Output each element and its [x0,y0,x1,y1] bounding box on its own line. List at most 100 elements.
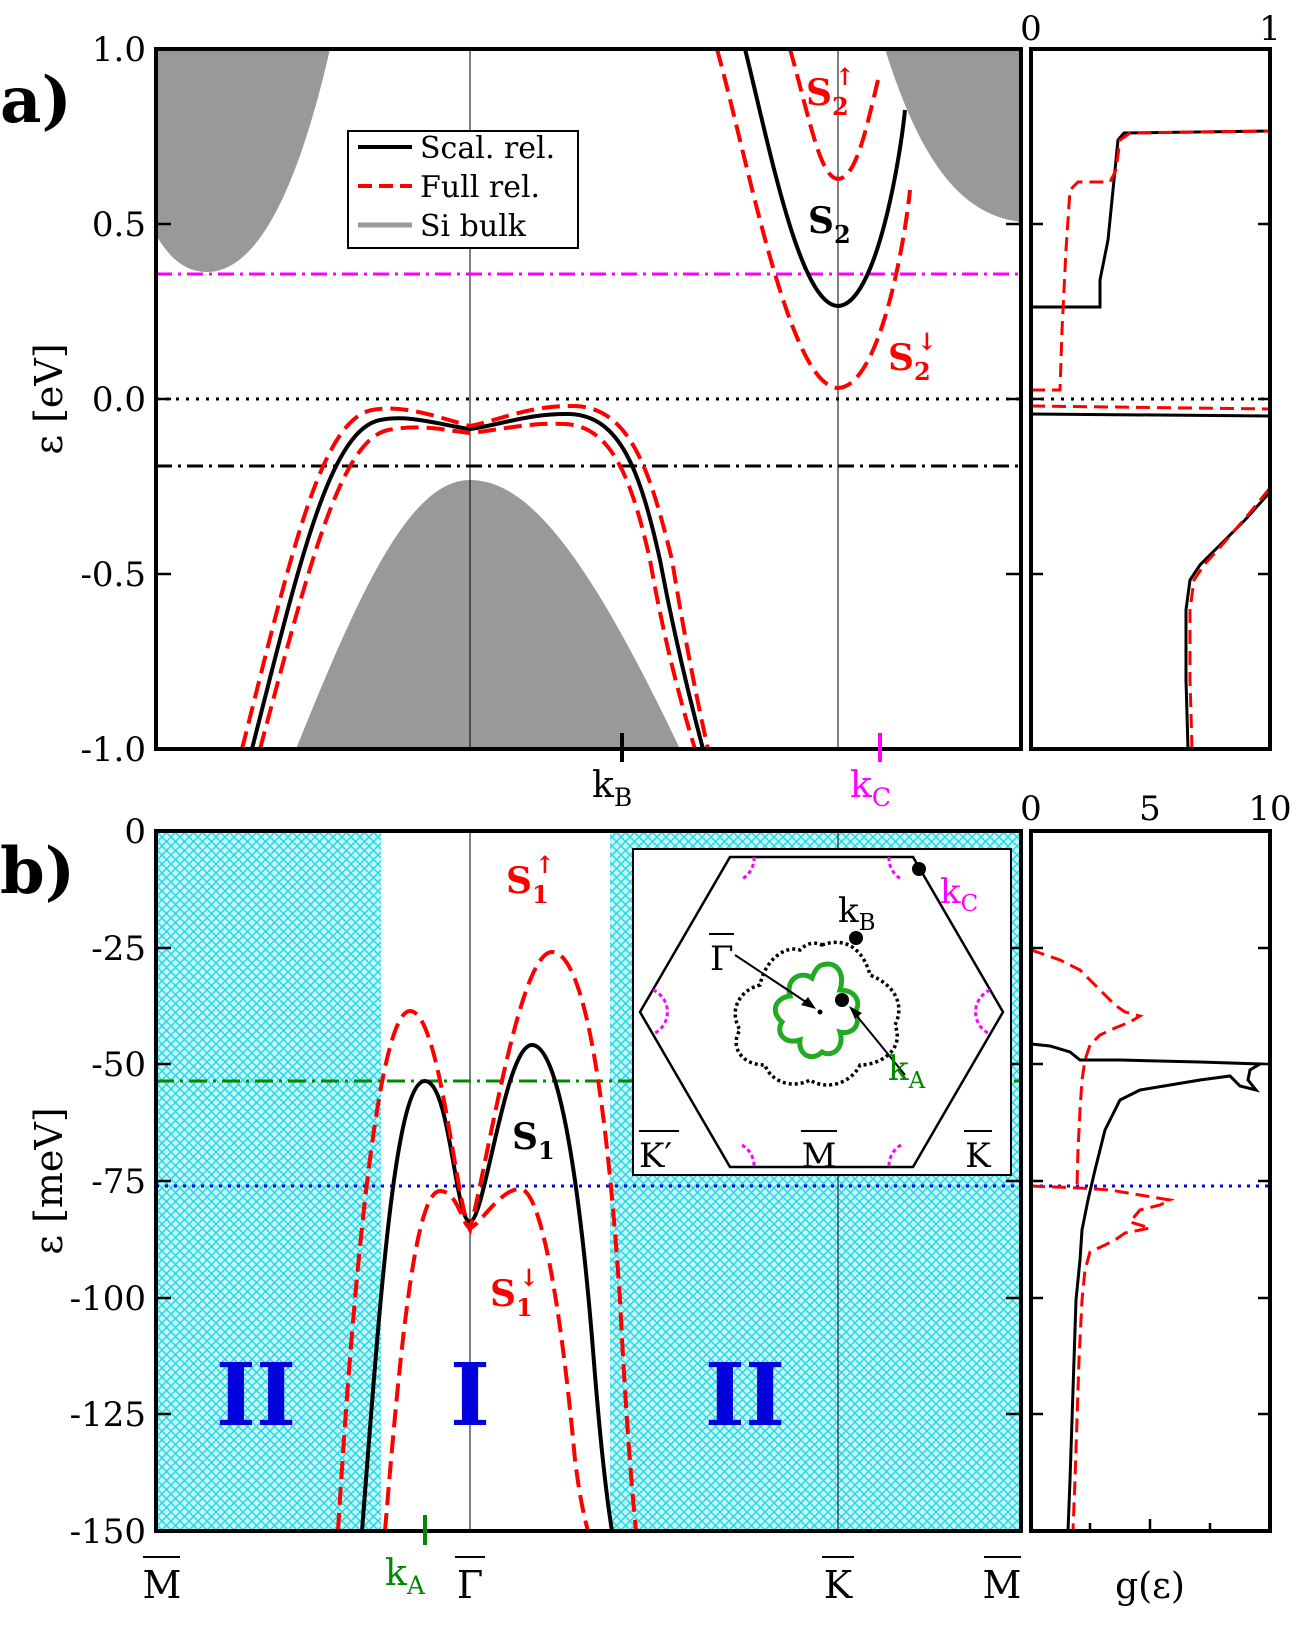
inset-label-ka: kA [888,1049,926,1094]
dos-a-xtick-1: 1 [1259,9,1281,49]
legend: Scal. rel. Full rel. Si bulk [347,130,579,249]
b-xtick-m-left: M [143,1556,182,1607]
kc-point [912,862,926,876]
dos-b-full-upper [1031,948,1144,1187]
region-ii-right: II [705,1345,785,1446]
b-ytick-5: -125 [70,1395,146,1435]
dos-b-xtick-1: 5 [1139,789,1161,829]
ka-label: kA [385,1553,426,1600]
bz-hexagon [638,855,1005,1169]
dos-b-xtick-2: 10 [1248,789,1291,829]
ka-point [835,993,849,1007]
ka-arrow [851,1009,906,1076]
si-bulk-valence [296,480,680,749]
a-ytick-2: 0.0 [92,380,146,420]
band-s1-scalar-a [250,411,705,749]
band-s1-full-down [383,1186,590,1531]
b-ylabel: ε [meV] [27,1107,71,1254]
si-bulk-conduction-right [885,49,1021,222]
band-s1-full-up-a [240,403,710,749]
label-s1-down: S1↓ [490,1263,539,1322]
dos-a-full-conduction [1031,129,1270,392]
si-bulk-conduction-left [156,49,330,272]
band-s1-full-down-a [258,421,697,749]
b-ytick-4: -100 [70,1279,146,1319]
inset-label-kc: kC [940,872,978,917]
inset-label-k: K [964,1130,992,1176]
dos-a-scalar-valence [1184,491,1270,749]
b-xtick-k: K [822,1556,854,1607]
dos-a-ticks [1031,222,1270,576]
panel-dos-b: 0 5 10 g(ε) [1020,789,1291,1607]
dos-b-xlabel: g(ε) [1115,1566,1185,1607]
a-ytick-3: -0.5 [80,555,146,595]
kb-point [849,931,863,945]
svg-text:Γ: Γ [457,1563,483,1607]
label-s2-up: S2↑ [806,62,855,121]
label-s2-down: S2↓ [888,327,937,386]
svg-text:Γ: Γ [710,939,734,979]
panel-dos-b-frame [1029,829,1272,1533]
b-ytick-1: -25 [91,929,146,969]
gamma-point [817,1009,823,1015]
legend-entry-scalar: Scal. rel. [420,131,555,166]
b-xtick-gamma: Γ [455,1556,485,1607]
inset-label-k-prime: K′ [639,1130,679,1176]
region-i: I [450,1345,490,1446]
panel-b-label: b) [0,834,75,909]
b-ytick-3: -75 [91,1162,146,1202]
dos-a-scalar-gap [1031,412,1270,418]
band-s2-full-down [715,49,912,391]
svg-text:M: M [802,1136,837,1176]
kb-label: kB [592,765,632,812]
kc-pockets [652,856,991,1168]
a-ylabel: ε [eV] [27,343,71,454]
band-s1-full-up [336,949,638,1531]
legend-entry-full: Full rel. [420,170,540,205]
panel-b-y-ticks [156,946,1021,1416]
inset-brillouin-zone: Γ kB kC kA K′ M K [632,848,1012,1176]
a-ytick-4: -1.0 [80,730,146,770]
band-s2-full-up [788,49,880,182]
band-s1-scalar [360,1042,614,1531]
kb-contour [733,940,901,1087]
b-xtick-m-right: M [983,1556,1022,1607]
svg-text:M: M [983,1563,1022,1607]
ka-contour [772,961,861,1060]
label-s1-up: S1↑ [506,850,555,909]
dos-b-scalar [1031,1042,1266,1531]
svg-text:K: K [965,1136,991,1176]
label-s1: S1 [512,1116,555,1165]
inset-label-kb: kB [838,891,876,936]
panel-dos-a-frame [1029,47,1272,751]
gamma-arrow [734,954,813,1007]
dos-b-xtick-0: 0 [1020,789,1042,829]
panel-a-y-ticks [156,47,1021,751]
panel-a-label: a) [0,63,72,138]
dos-a-full-gap [1031,404,1270,411]
region-ii-left: II [216,1345,296,1446]
dos-a-scalar-conduction [1031,129,1270,309]
dos-b-full-lower [1031,1184,1175,1531]
panel-dos-a: 0 1 [1020,9,1281,751]
b-ytick-0: 0 [124,812,146,852]
a-ytick-1: 0.5 [92,205,146,245]
dos-b-ticks [1031,946,1270,1531]
region-ii-left-fill [156,831,381,1531]
inset-label-m: M [801,1130,837,1176]
kc-label: kC [850,765,891,812]
dos-a-xtick-0: 0 [1020,9,1042,49]
svg-text:K: K [824,1563,853,1607]
inset-label-gamma: Γ [709,933,734,979]
b-ytick-6: -150 [70,1512,146,1552]
svg-text:M: M [143,1563,182,1607]
label-s2: S2 [808,200,851,249]
dos-a-full-valence [1188,487,1270,749]
b-ytick-2: -50 [91,1045,146,1085]
legend-entry-si: Si bulk [420,209,527,244]
svg-text:K′: K′ [639,1136,672,1176]
panel-b: 0 -25 -50 -75 -100 -125 -150 ε [meV] b) … [0,812,1023,1607]
ka-arrowhead [849,1006,862,1019]
panel-a: 1.0 0.5 0.0 -0.5 -1.0 ε [eV] a) kB kC S2… [0,30,1023,812]
